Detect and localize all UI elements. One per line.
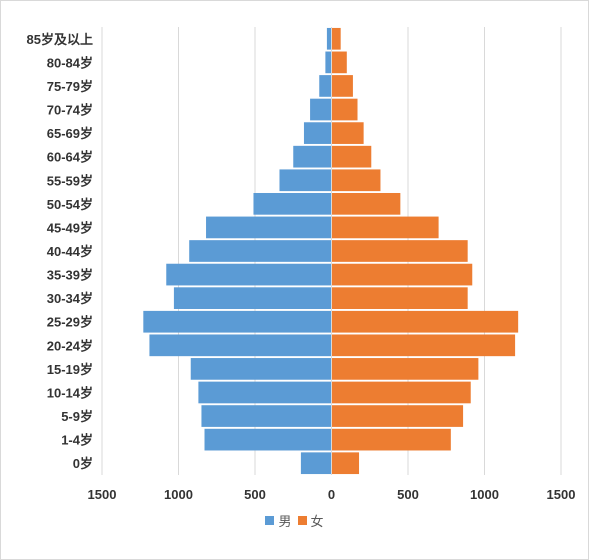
bar-male-7 [173, 287, 332, 310]
y-tick-label-15: 70-74岁 [47, 103, 93, 118]
y-tick-label-17: 80-84岁 [47, 55, 93, 70]
y-tick-label-11: 50-54岁 [47, 197, 93, 212]
bar-male-14 [303, 122, 332, 144]
bar-male-18 [326, 27, 332, 50]
bar-female-11 [331, 192, 401, 215]
y-tick-label-6: 25-29岁 [47, 315, 93, 330]
y-tick-label-3: 10-14岁 [47, 385, 93, 400]
bar-male-8 [166, 263, 332, 286]
bar-male-2 [201, 405, 332, 427]
y-tick-label-14: 65-69岁 [47, 126, 93, 141]
bar-female-9 [331, 240, 468, 262]
bar-female-15 [331, 98, 358, 121]
x-tick-label-0: 1500 [88, 487, 117, 502]
bar-male-4 [190, 358, 332, 380]
bar-male-11 [253, 192, 332, 215]
bar-male-17 [325, 51, 332, 74]
bar-female-17 [331, 51, 347, 74]
bar-male-6 [143, 310, 332, 333]
bar-male-9 [189, 240, 332, 262]
y-tick-label-10: 45-49岁 [47, 220, 93, 235]
legend-item-male: 男 [265, 511, 292, 530]
bar-female-3 [331, 381, 471, 404]
x-tick-label-3: 0 [328, 487, 335, 502]
bar-female-0 [331, 452, 360, 475]
bar-female-14 [331, 122, 364, 144]
bar-female-5 [331, 334, 516, 357]
bar-female-10 [331, 216, 439, 239]
y-tick-label-1: 1-4岁 [61, 433, 93, 448]
bar-female-8 [331, 263, 473, 286]
legend-swatch-male [265, 516, 275, 525]
bar-male-13 [293, 145, 332, 168]
y-tick-label-9: 40-44岁 [47, 244, 93, 259]
x-tick-label-2: 500 [244, 487, 266, 502]
bar-female-1 [331, 428, 451, 451]
legend-label-male: 男 [278, 514, 292, 529]
y-tick-label-13: 60-64岁 [47, 150, 93, 165]
bar-female-6 [331, 310, 519, 333]
bar-male-15 [310, 98, 332, 121]
bar-female-16 [331, 75, 353, 97]
y-tick-label-12: 55-59岁 [47, 173, 93, 188]
bar-female-2 [331, 405, 464, 427]
legend-label-female: 女 [310, 514, 324, 529]
y-tick-label-5: 20-24岁 [47, 338, 93, 353]
bar-male-0 [300, 452, 332, 475]
y-tick-label-4: 15-19岁 [47, 362, 93, 377]
bar-male-10 [206, 216, 332, 239]
bar-female-4 [331, 358, 479, 380]
y-tick-label-7: 30-34岁 [47, 291, 93, 306]
bar-female-13 [331, 145, 372, 168]
legend-item-female: 女 [297, 511, 324, 530]
bar-male-1 [204, 428, 332, 451]
bar-female-7 [331, 287, 468, 310]
bar-female-18 [331, 27, 341, 50]
bar-male-5 [149, 334, 332, 357]
x-tick-label-6: 1500 [547, 487, 576, 502]
bar-female-12 [331, 169, 381, 192]
y-tick-label-18: 85岁及以上 [27, 32, 93, 47]
legend-swatch-female [297, 516, 307, 525]
x-tick-label-1: 1000 [164, 487, 193, 502]
y-tick-label-0: 0岁 [73, 456, 93, 471]
y-tick-label-16: 75-79岁 [47, 79, 93, 94]
bar-male-12 [279, 169, 332, 192]
y-tick-label-8: 35-39岁 [47, 268, 93, 283]
y-tick-label-2: 5-9岁 [61, 409, 93, 424]
x-tick-label-5: 1000 [470, 487, 499, 502]
legend: 男 女 [1, 511, 588, 530]
bar-male-3 [198, 381, 332, 404]
x-tick-label-4: 500 [397, 487, 419, 502]
bar-male-16 [319, 75, 332, 97]
